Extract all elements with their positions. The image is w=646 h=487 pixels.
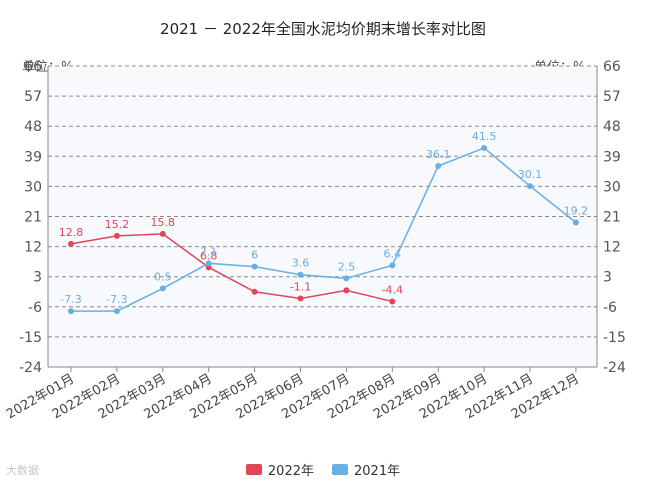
data-point <box>572 219 579 226</box>
data-point <box>435 162 442 169</box>
legend-label-2022: 2022年 <box>267 464 314 479</box>
data-label: 0.5 <box>154 270 172 283</box>
y-tick-label-left: 21 <box>24 210 42 226</box>
data-label: 3.6 <box>292 257 310 270</box>
y-tick-label-right: 48 <box>603 119 621 135</box>
legend-swatch-2022 <box>245 464 262 475</box>
y-tick-label-right: -24 <box>603 360 626 376</box>
data-point <box>527 183 533 190</box>
data-point <box>159 285 166 292</box>
legend-item-2021[interactable]: 2021年 <box>332 460 400 479</box>
y-tick-label-right: 66 <box>603 59 621 75</box>
data-label: 41.5 <box>472 130 497 143</box>
data-label: 19.2 <box>564 205 589 218</box>
data-label: 15.8 <box>151 216 176 229</box>
y-tick-label-left: 39 <box>24 149 42 165</box>
data-label: -4.4 <box>382 283 403 296</box>
legend-swatch-2021 <box>332 464 348 475</box>
data-label: 36.1 <box>426 148 451 161</box>
data-point <box>68 308 74 315</box>
data-point <box>389 298 396 305</box>
data-point <box>68 240 74 247</box>
data-point <box>343 275 350 282</box>
data-point <box>113 232 120 239</box>
y-tick-label-right: -15 <box>603 330 626 346</box>
watermark: 大数据 <box>6 464 39 477</box>
y-tick-label-left: -6 <box>28 300 42 316</box>
data-point <box>297 271 304 278</box>
y-tick-label-right: 21 <box>603 210 621 226</box>
data-point <box>389 262 396 269</box>
data-point <box>159 230 166 237</box>
legend-item-2022[interactable]: 2022年 <box>245 460 314 479</box>
data-point <box>481 144 488 151</box>
data-label: -7.3 <box>106 293 127 306</box>
data-point <box>343 287 350 294</box>
y-tick-label-left: 66 <box>24 59 42 75</box>
data-label: 6 <box>251 249 258 262</box>
data-point <box>205 260 212 267</box>
legend: 2022年 2021年 <box>0 460 646 479</box>
data-label: -1.1 <box>290 280 311 293</box>
y-tick-label-left: 48 <box>24 119 42 135</box>
chart-title: 2021 － 2022年全国水泥均价期末增长率对比图 <box>160 20 486 38</box>
y-tick-label-left: -24 <box>19 360 42 376</box>
data-label: 7.1 <box>200 245 218 258</box>
data-label: 2.5 <box>338 260 356 273</box>
y-tick-label-left: -15 <box>19 330 42 346</box>
y-tick-label-right: 30 <box>603 179 621 195</box>
series-line-0 <box>70 233 393 303</box>
y-tick-label-right: 3 <box>603 270 612 286</box>
data-point <box>251 288 258 295</box>
data-point <box>297 295 304 302</box>
data-label: -7.3 <box>60 293 81 306</box>
data-point <box>113 308 120 315</box>
data-label: 15.2 <box>105 218 130 231</box>
data-label: 12.8 <box>59 226 84 239</box>
data-label: 6.8 <box>200 249 218 262</box>
y-tick-label-left: 3 <box>33 270 42 286</box>
y-tick-label-right: -6 <box>603 300 617 316</box>
data-point <box>251 263 258 270</box>
y-tick-label-left: 12 <box>24 240 42 256</box>
data-label: 6.4 <box>384 247 402 260</box>
data-label: 30.1 <box>518 168 543 181</box>
y-tick-label-left: 57 <box>24 89 42 105</box>
y-tick-label-right: 57 <box>603 89 621 105</box>
series-line-1 <box>71 147 577 312</box>
legend-label-2021: 2021年 <box>354 464 401 479</box>
y-tick-label-right: 12 <box>603 240 621 256</box>
y-tick-label-right: 39 <box>603 149 621 165</box>
y-tick-label-left: 30 <box>24 179 42 195</box>
